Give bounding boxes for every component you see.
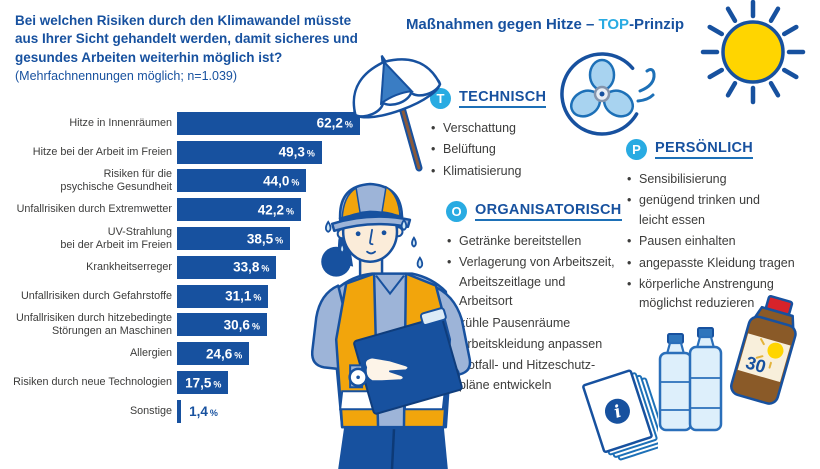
list-item: Klimatisierung [430, 162, 600, 182]
section-technisch-title: TECHNISCH [459, 89, 547, 108]
bar-label: Krankheitserreger [86, 261, 172, 274]
badge-o-icon: O [446, 201, 467, 222]
pointing-hand [363, 356, 410, 383]
chart-row: Unfallrisiken durch hitzebedingte Störun… [0, 311, 400, 340]
chart-question-title: Bei welchen Risiken durch den Klimawande… [15, 12, 363, 85]
bar-value: 38,5% [246, 231, 284, 247]
section-organisatorisch-header: O ORGANISATORISCH [446, 201, 662, 222]
section-persoenlich-header: P PERSÖNLICH [626, 139, 818, 160]
top-title-prefix: Maßnahmen gegen Hitze – [405, 16, 599, 33]
top-principle-title: Maßnahmen gegen Hitze – TOP-Prinzip [390, 16, 700, 33]
persoenlich-list: Sensibilisierunggenügend trinken und lei… [626, 170, 818, 314]
list-item: Pausen einhalten [626, 232, 818, 252]
section-persoenlich-title: PERSÖNLICH [655, 140, 754, 159]
sweating-worker-illustration [310, 182, 472, 469]
list-item: angepasste Kleidung tragen [626, 254, 818, 274]
sweat-drops [325, 218, 424, 269]
list-item: körperliche Anstrengung möglichst reduzi… [626, 275, 818, 314]
cap [330, 182, 412, 233]
bar [177, 399, 182, 423]
bar-label: Risiken durch neue Technologien [13, 376, 172, 389]
top-title-highlight: TOP [598, 16, 630, 33]
chart-row: Unfallrisiken durch Gefahrstoffe 31,1% [0, 282, 400, 311]
bar: 30,6% [177, 313, 267, 337]
section-organisatorisch-title: ORGANISATORISCH [475, 202, 622, 221]
top-title-suffix: -Prinzip [629, 16, 685, 33]
list-item: genügend trinken und leicht essen [626, 191, 818, 230]
section-technisch: T TECHNISCH VerschattungBelüftungKlimati… [430, 88, 600, 183]
sun-icon [700, 0, 806, 105]
bar-value: 1,4% [189, 403, 218, 419]
chart-row: UV-Strahlung bei der Arbeit im Freien 38,… [0, 224, 400, 253]
chart-row: Risiken für die psychische Gesundheit 44,… [0, 167, 400, 196]
sunscreen-icon: 30 [730, 295, 797, 405]
bar-value: 17,5% [185, 375, 222, 391]
organisatorisch-list: Getränke bereitstellenVerlagerung von Ar… [446, 232, 662, 395]
section-technisch-header: T TECHNISCH [430, 88, 600, 109]
bar: 62,2% [177, 111, 360, 135]
bar-value: 44,0% [263, 173, 300, 189]
bar-label: Allergien [129, 347, 172, 360]
bar-value: 33,8% [233, 259, 270, 275]
bar: 38,5% [177, 227, 291, 251]
water-bottles-icon [658, 327, 723, 432]
bar-label: Unfallrisiken durch Extremwetter [16, 203, 172, 216]
chart-row: Sonstige 1,4% [0, 397, 400, 426]
bar-value: 62,2% [316, 115, 353, 131]
bar-label: UV-Strahlung bei der Arbeit im Freien [60, 225, 172, 251]
list-item: Verschattung [430, 119, 600, 139]
bar-label: Unfallrisiken durch hitzebedingte Störun… [15, 312, 172, 337]
list-item: Getränke bereitstellen [446, 232, 662, 252]
technisch-list: VerschattungBelüftungKlimatisierung [430, 119, 600, 182]
front-bottle [688, 327, 723, 432]
bar: 24,6% [177, 342, 250, 366]
bar: 31,1% [177, 284, 269, 308]
bar-label: Unfallrisiken durch Gefahrstoffe [20, 289, 172, 302]
bar: 17,5% [177, 371, 229, 395]
fan-icon [560, 52, 656, 136]
question-bold: Bei welchen Risiken durch den Klimawande… [15, 13, 358, 65]
bar-label: Sonstige [129, 405, 172, 417]
badge-t-icon: T [430, 88, 451, 109]
bar-label: Risiken für die psychische Gesundheit [60, 168, 172, 193]
bar-value: 42,2% [257, 202, 295, 218]
question-note: (Mehrfachnennungen möglich; n=1.039) [15, 69, 238, 84]
list-item: Verlagerung von Arbeitszeit, Arbeitszeit… [446, 253, 662, 311]
chart-row: Hitze in Innenräumen 62,2% [0, 109, 400, 138]
back-bottle [658, 333, 693, 432]
bar-value: 49,3% [278, 144, 315, 160]
section-organisatorisch: O ORGANISATORISCH Getränke bereitstellen… [446, 201, 662, 397]
bar-value: 31,1% [225, 288, 262, 304]
chart-row: Allergien 24,6% [0, 339, 400, 368]
bar-label: Hitze in Innenräumen [69, 117, 172, 130]
bar: 33,8% [177, 255, 277, 279]
bar-chart: Hitze in Innenräumen 62,2% Hitze bei der A… [0, 109, 400, 426]
badge-p-icon: P [626, 139, 647, 160]
list-item: Sensibilisierung [626, 170, 818, 190]
bar: 49,3% [177, 140, 322, 164]
list-item: Belüftung [430, 140, 600, 160]
info-booklet-icon: i [582, 369, 658, 461]
parasol-icon [352, 55, 442, 172]
bar-value: 24,6% [206, 346, 243, 362]
bar: 42,2% [177, 198, 302, 222]
chart-row: Hitze bei der Arbeit im Freien 49,3% [0, 138, 400, 167]
chart-row: Krankheitserreger 33,8% [0, 253, 400, 282]
section-persoenlich: P PERSÖNLICH Sensibilisierunggenügend tr… [626, 139, 818, 316]
bar-label: Hitze bei der Arbeit im Freien [32, 145, 172, 158]
bar: 44,0% [177, 169, 307, 193]
chart-row: Risiken durch neue Technologien 17,5% [0, 368, 400, 397]
bar-value: 30,6% [223, 317, 260, 333]
list-item: Notfall- und Hitzeschutz- pläne entwicke… [446, 356, 662, 395]
chart-row: Unfallrisiken durch Extremwetter 42,2% [0, 195, 400, 224]
